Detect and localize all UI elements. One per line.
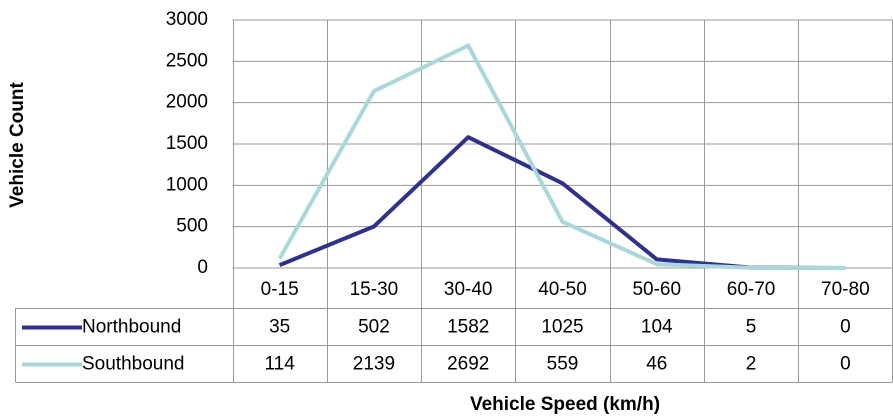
y-tick-label: 500 — [176, 216, 208, 237]
table-value: 0 — [840, 354, 851, 375]
y-tick-label: 2000 — [166, 92, 208, 113]
x-tick-label: 50-60 — [632, 279, 681, 300]
y-tick-label: 1500 — [166, 133, 208, 154]
x-tick-label: 40-50 — [538, 279, 587, 300]
x-tick-label: 70-80 — [821, 279, 870, 300]
y-tick-label: 0 — [197, 257, 208, 278]
y-axis-label: Vehicle Count — [7, 82, 28, 208]
table-value: 1582 — [447, 317, 489, 338]
x-tick-label: 0-15 — [261, 279, 299, 300]
series-line — [278, 135, 846, 270]
table-value: 5 — [746, 317, 757, 338]
table-value: 114 — [264, 354, 295, 375]
y-tick-label: 1000 — [166, 174, 208, 195]
legend-label: Northbound — [82, 317, 181, 338]
series-line — [277, 43, 846, 270]
x-tick-label: 60-70 — [727, 279, 776, 300]
table-value: 1025 — [541, 317, 583, 338]
x-tick-label: 30-40 — [444, 279, 493, 300]
table-value: 559 — [547, 354, 579, 375]
y-tick-label: 2500 — [166, 50, 208, 71]
table-value: 2692 — [447, 354, 489, 375]
table-value: 502 — [358, 317, 390, 338]
table-value: 104 — [641, 317, 673, 338]
x-axis-label: Vehicle Speed (km/h) — [470, 394, 660, 415]
table-value: 2 — [746, 354, 757, 375]
legend-label: Southbound — [82, 354, 185, 375]
table-value: 46 — [646, 354, 667, 375]
table-value: 35 — [269, 317, 290, 338]
y-tick-label: 3000 — [166, 9, 208, 30]
table-value: 0 — [840, 317, 851, 338]
x-tick-label: 15-30 — [350, 279, 399, 300]
table-value: 2139 — [353, 354, 395, 375]
